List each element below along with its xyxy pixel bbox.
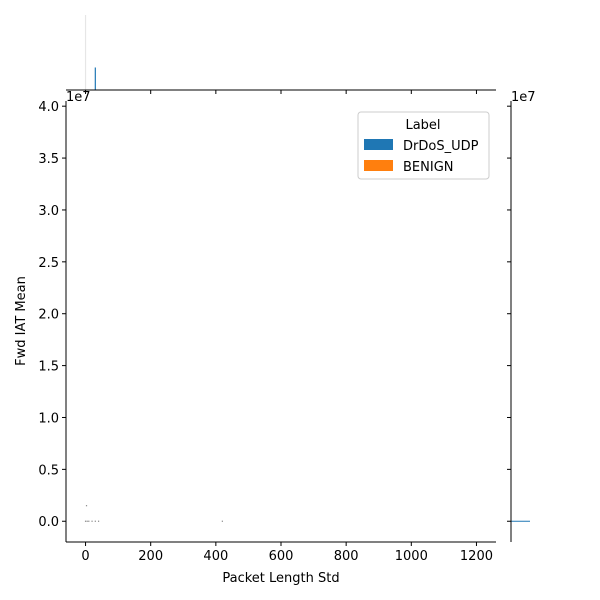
scatter-point [221, 520, 223, 522]
y-tick-label: 0.0 [38, 515, 59, 530]
legend-title: Label [405, 118, 440, 133]
legend-label-drdos-udp: DrDoS_UDP [403, 139, 479, 154]
y-tick-label: 2.5 [38, 256, 59, 271]
scatter-point [85, 505, 88, 507]
marginal-x-histogram [84, 15, 96, 90]
x-tick-label: 200 [138, 549, 163, 564]
scatter-points [84, 505, 223, 522]
scatter-point [86, 520, 88, 522]
scatter-point [94, 520, 96, 522]
scatter-point [84, 520, 87, 522]
legend-label-benign: BENIGN [403, 160, 454, 175]
x-tick-label: 800 [334, 549, 359, 564]
x-axis-label: Packet Length Std [222, 571, 339, 586]
y-tick-label: 3.0 [38, 204, 59, 219]
scatter-point [97, 520, 100, 522]
y-tick-label: 3.5 [38, 152, 59, 167]
marginal-x-bar [84, 15, 87, 90]
marginal-x-bar [94, 67, 96, 90]
y-tick-label: 0.5 [38, 463, 59, 478]
y-tick-label: 2.0 [38, 308, 59, 323]
x-tick-label: 0 [81, 549, 89, 564]
y-tick-label: 4.0 [38, 100, 59, 115]
y-tick-label: 1.0 [38, 411, 59, 426]
legend-swatch-benign [364, 160, 393, 171]
marginal-y-bar [511, 520, 530, 522]
scatter-point [91, 520, 93, 522]
y-offset-label: 1e7 [66, 90, 91, 105]
x-tick-label: 600 [269, 549, 294, 564]
x-tick-label: 1000 [395, 549, 428, 564]
legend-swatch-drdos-udp [364, 139, 393, 150]
legend: Label DrDoS_UDP BENIGN [357, 111, 490, 180]
y-axis-label: Fwd IAT Mean [14, 276, 29, 366]
scatter-point [88, 520, 90, 522]
marginal-x-ticks [85, 90, 477, 94]
x-tick-label: 400 [203, 549, 228, 564]
y-tick-label: 1.5 [38, 360, 59, 375]
marginal-y-ticks [507, 105, 511, 522]
marginal-y-offset-label: 1e7 [511, 90, 536, 105]
marginal-y-histogram [511, 520, 530, 522]
y-axis-ticks: 0.0 0.5 1.0 1.5 2.0 2.5 3.0 3.5 4.0 [38, 100, 66, 530]
x-axis-ticks: 0 200 400 600 800 1000 1200 [81, 542, 493, 564]
x-tick-label: 1200 [460, 549, 493, 564]
